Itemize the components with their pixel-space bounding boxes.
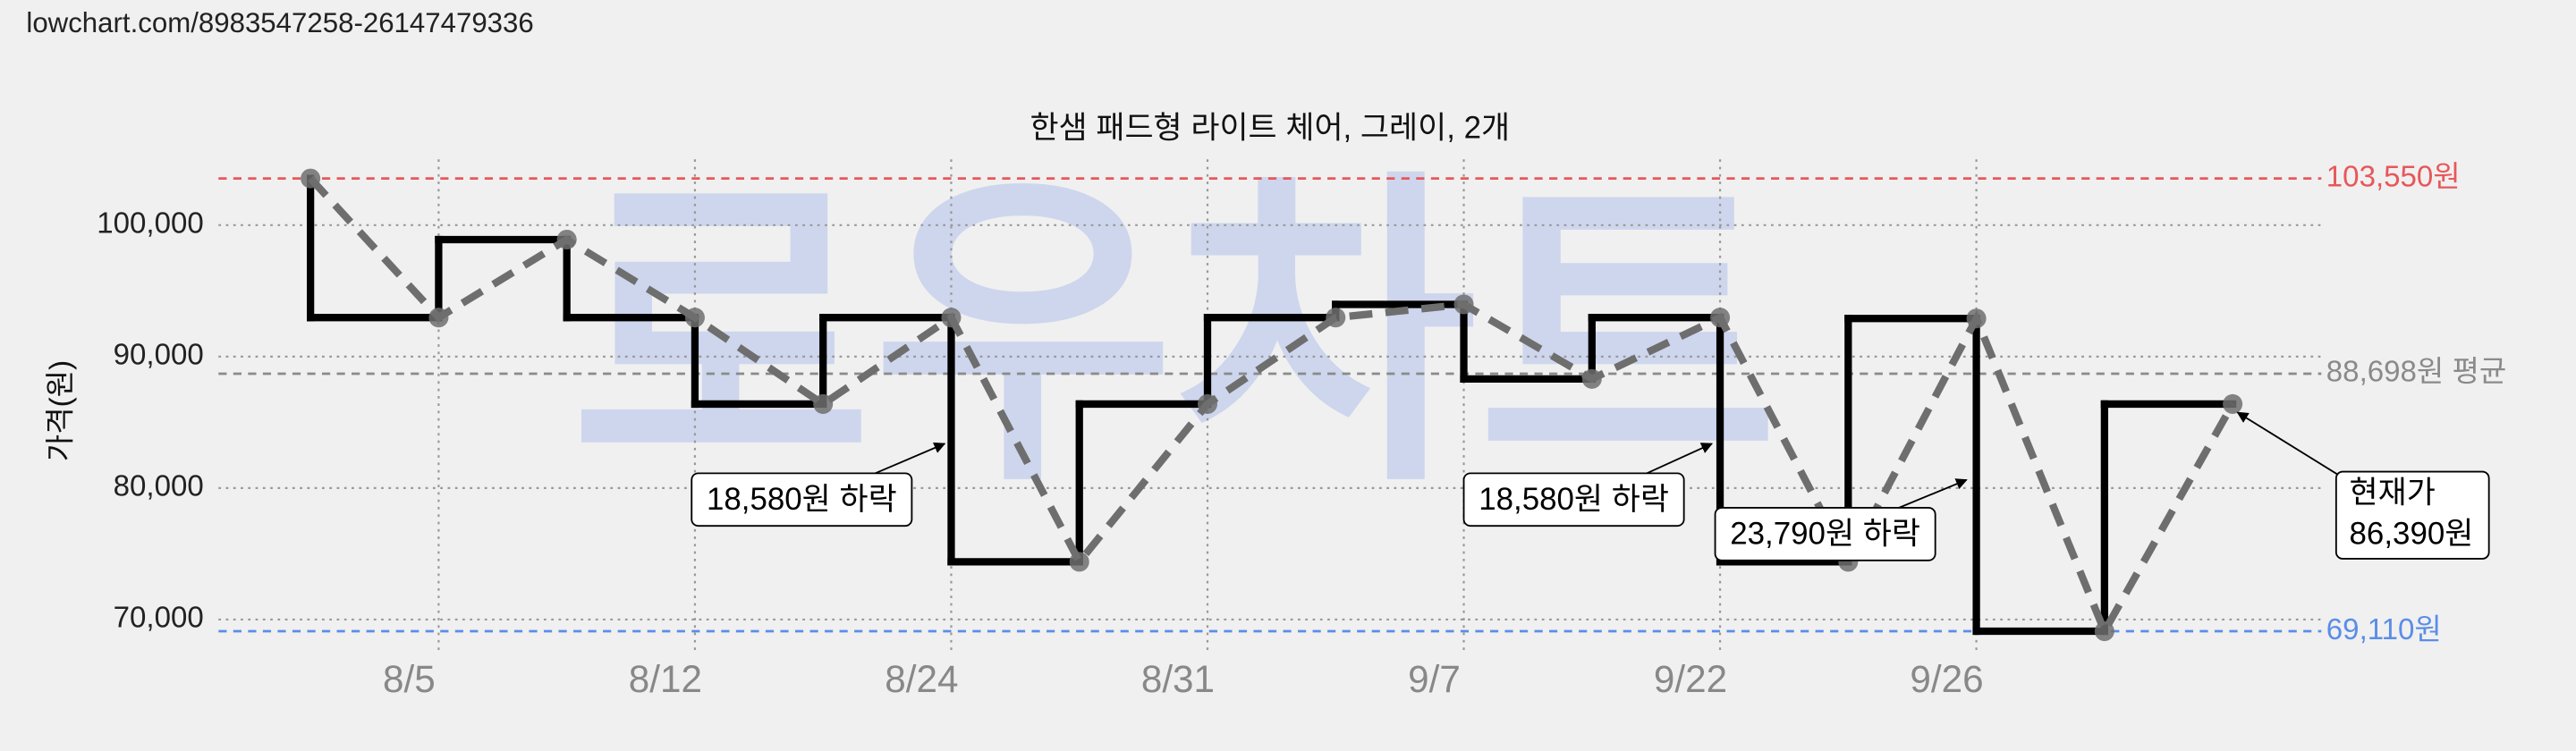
x-tick-label: 8/12 xyxy=(629,658,702,700)
y-tick-label: 100,000 xyxy=(97,207,203,240)
point xyxy=(556,229,577,250)
point xyxy=(2094,621,2114,642)
x-tick-label: 9/22 xyxy=(1654,658,1727,700)
y-tick-label: 70,000 xyxy=(114,602,204,635)
point xyxy=(1710,308,1731,328)
price-line xyxy=(308,175,2236,640)
annotation-box xyxy=(691,472,913,527)
annotation-box xyxy=(1462,472,1685,527)
point xyxy=(1197,393,1218,414)
annotation-text: 18,580원 하락 xyxy=(707,482,897,517)
point xyxy=(813,393,834,414)
annotation-arrow xyxy=(867,442,946,477)
x-tick-label: 8/24 xyxy=(885,658,958,700)
point xyxy=(941,308,962,328)
annotation-text: 18,580원 하락 xyxy=(1479,482,1669,517)
annotation-arrow xyxy=(2236,411,2342,477)
point xyxy=(1326,308,1346,328)
annotation-box xyxy=(2334,470,2490,560)
point xyxy=(1453,294,1474,315)
x-tick-label: 9/26 xyxy=(1910,658,1983,700)
annotation-box xyxy=(1714,507,1936,561)
point xyxy=(1069,552,1089,572)
y-axis-label: 가격(원) xyxy=(45,360,78,461)
point xyxy=(2223,393,2243,414)
annotation-text: 23,790원 하락 xyxy=(1730,516,1920,551)
current-price-text: 86,390원 xyxy=(2350,516,2474,551)
chart-title: 한샘 패드형 라이트 체어, 그레이, 2개 xyxy=(1030,110,1510,145)
point xyxy=(1581,368,1602,389)
annotation-arrow xyxy=(1890,478,1968,512)
y-tick-label: 90,000 xyxy=(114,339,204,372)
point xyxy=(301,168,321,189)
point xyxy=(1966,308,1987,329)
current-price-text: 현재가 xyxy=(2350,475,2436,510)
watermark: 로우차트 xyxy=(570,150,1779,518)
annotation-arrow xyxy=(1639,443,1714,477)
reference-label: 69,110원 xyxy=(2326,613,2442,646)
reference-label: 88,698원 평균 xyxy=(2326,356,2507,389)
point xyxy=(428,308,449,328)
point xyxy=(684,308,705,328)
x-tick-label: 8/31 xyxy=(1141,658,1215,700)
reference-label: 103,550원 xyxy=(2326,160,2461,193)
url-header: lowchart.com/8983547258-26147479336 xyxy=(26,7,533,38)
y-tick-label: 80,000 xyxy=(114,470,204,503)
x-tick-label: 9/7 xyxy=(1408,658,1461,700)
x-tick-label: 8/5 xyxy=(383,658,436,700)
